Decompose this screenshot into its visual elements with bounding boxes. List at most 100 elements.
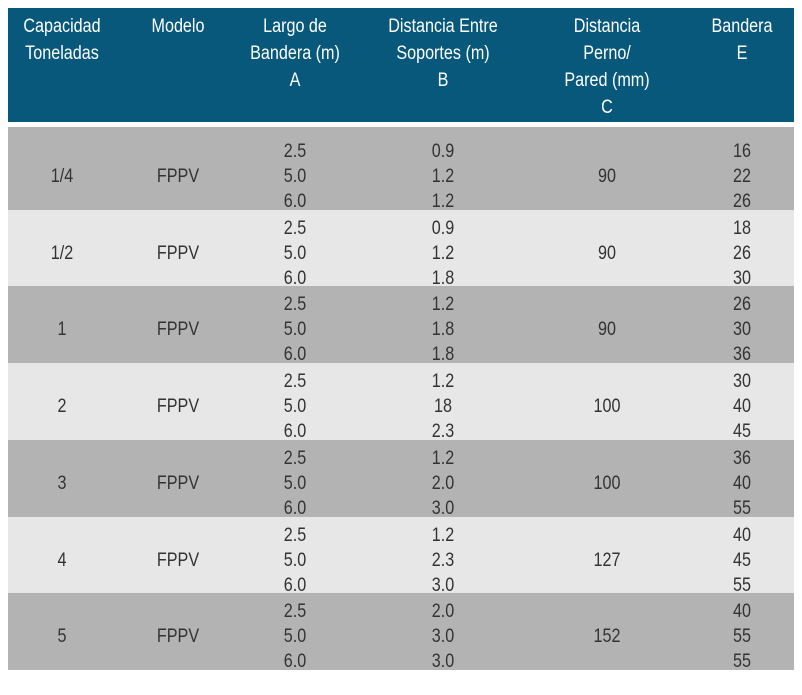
cell-value: 2.5 <box>283 217 307 239</box>
cell-value: 3.0 <box>431 574 455 596</box>
cell-value: FPPV <box>156 549 200 571</box>
cell-value: 3.0 <box>431 497 455 519</box>
cell-value: 5.0 <box>283 549 307 571</box>
cell-value: 30 <box>733 371 751 393</box>
cell-value: 26 <box>733 242 751 264</box>
cell-value: 90 <box>598 319 616 341</box>
cell-value: 2 <box>57 396 67 418</box>
cell-value: 30 <box>733 267 751 289</box>
cell-value: 6.0 <box>283 267 307 289</box>
cell-value: 5.0 <box>283 166 307 187</box>
cell-value: 6.0 <box>283 651 307 673</box>
cell-value: 4 <box>57 549 67 571</box>
cell-value: FPPV <box>156 472 200 494</box>
row-band <box>8 516 794 594</box>
cell-value: 1.8 <box>431 344 455 366</box>
cell-value: 152 <box>593 626 621 648</box>
cell-value: 2.5 <box>283 371 307 393</box>
cell-value: 1.8 <box>431 319 455 341</box>
row-band <box>8 286 794 364</box>
cell-value: 40 <box>733 472 751 494</box>
cell-value: 100 <box>593 472 621 494</box>
header-cell: Capacidad <box>23 16 101 37</box>
cell-value: 26 <box>733 294 751 316</box>
row-band <box>8 133 794 211</box>
header-cell: Pared (mm) <box>564 70 650 91</box>
cell-value: 6.0 <box>283 191 307 212</box>
row-band <box>8 363 794 441</box>
cell-value: 1.2 <box>431 371 455 393</box>
cell-value: 1.2 <box>431 294 455 316</box>
cell-value: 6.0 <box>283 421 307 443</box>
header-cell: Largo de <box>263 16 327 37</box>
cell-value: 1.2 <box>431 242 455 264</box>
header-cell: C <box>601 97 613 118</box>
cell-value: 2.3 <box>431 421 455 443</box>
cell-value: FPPV <box>156 166 200 187</box>
cell-value: 6.0 <box>283 497 307 519</box>
cell-value: 3 <box>57 472 67 494</box>
cell-value: 40 <box>733 601 751 623</box>
cell-value: 26 <box>733 191 751 212</box>
cell-value: 2.5 <box>283 141 307 162</box>
cell-value: 1.2 <box>431 166 455 187</box>
header-cell: Soportes (m) <box>396 43 490 64</box>
cell-value: 2.0 <box>431 472 455 494</box>
cell-value: 100 <box>593 396 621 418</box>
cell-value: 40 <box>733 396 751 418</box>
cell-value: 127 <box>593 549 621 571</box>
cell-value: 16 <box>733 141 751 162</box>
cell-value: 90 <box>598 166 616 187</box>
cell-value: 5.0 <box>283 396 307 418</box>
row-band <box>8 593 794 671</box>
cell-value: 90 <box>598 242 616 264</box>
header-cell: Toneladas <box>25 43 99 64</box>
cell-value: 1 <box>57 319 67 341</box>
cell-value: 30 <box>733 319 751 341</box>
cell-value: 2.0 <box>431 601 455 623</box>
cell-value: 2.5 <box>283 294 307 316</box>
cell-value: 5.0 <box>283 626 307 648</box>
cell-value: 18 <box>434 396 452 418</box>
cell-value: FPPV <box>156 396 200 418</box>
cell-value: 1/2 <box>50 242 74 264</box>
cell-value: 6.0 <box>283 344 307 366</box>
header-cell: Distancia Entre <box>388 16 498 37</box>
cell-value: 22 <box>733 166 751 187</box>
cell-value: 5.0 <box>283 472 307 494</box>
header-cell: Perno/ <box>583 43 631 64</box>
cell-value: 45 <box>733 421 751 443</box>
row-band <box>8 439 794 517</box>
cell-value: 3.0 <box>431 651 455 673</box>
header-cell: E <box>736 43 748 64</box>
cell-value: 55 <box>733 651 751 673</box>
cell-value: 2.5 <box>283 447 307 469</box>
cell-value: 40 <box>733 524 751 546</box>
cell-value: 5 <box>57 626 67 648</box>
cell-value: 2.3 <box>431 549 455 571</box>
header-cell: Bandera <box>711 16 773 37</box>
cell-value: 55 <box>733 574 751 596</box>
cell-value: 55 <box>733 626 751 648</box>
cell-value: 1.2 <box>431 524 455 546</box>
header-cell: A <box>289 70 301 91</box>
cell-value: FPPV <box>156 319 200 341</box>
cell-value: 36 <box>733 447 751 469</box>
cell-value: 45 <box>733 549 751 571</box>
cell-value: 1.8 <box>431 267 455 289</box>
cell-value: 36 <box>733 344 751 366</box>
cell-value: 18 <box>733 217 751 239</box>
cell-value: 1/4 <box>50 166 74 187</box>
header-cell: B <box>437 70 449 91</box>
cell-value: 6.0 <box>283 574 307 596</box>
header-cell: Modelo <box>151 16 205 37</box>
cell-value: FPPV <box>156 242 200 264</box>
cell-value: 2.5 <box>283 601 307 623</box>
cell-value: 5.0 <box>283 242 307 264</box>
cell-value: 0.9 <box>431 141 455 162</box>
cell-value: 0.9 <box>431 217 455 239</box>
separator <box>8 127 794 133</box>
cell-value: 1.2 <box>431 447 455 469</box>
cell-value: 2.5 <box>283 524 307 546</box>
